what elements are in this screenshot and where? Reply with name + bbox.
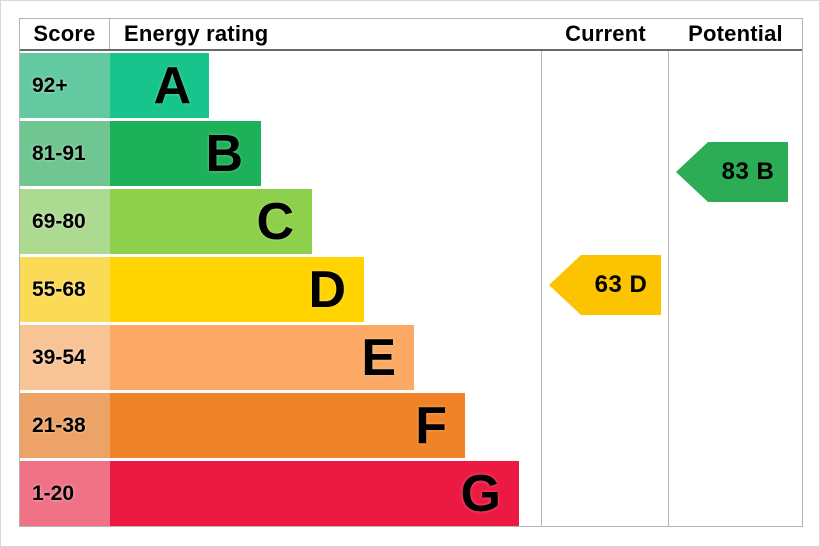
band-row-c: 69-80 C [20,189,802,257]
score-range: 81-91 [20,121,110,186]
band-letter: A [153,56,191,115]
left-arrow-shape [676,142,788,202]
band-letter: C [256,192,294,251]
score-range: 1-20 [20,461,110,526]
band-letter: F [415,396,447,455]
current-column-header: Current [565,21,646,46]
potential-column-divider [668,19,669,526]
rating-bar-d: D [110,257,364,322]
band-rows: 92+ A 81-91 B 69-80 C 55-68 D 39-54 E 21-38 F 1-20 G [20,53,802,529]
energy-rating-column-header: Energy rating [124,21,269,46]
potential-rating-arrow: 83 B [676,142,788,202]
score-range: 55-68 [20,257,110,322]
score-range: 92+ [20,53,110,118]
band-row-b: 81-91 B [20,121,802,189]
score-range: 69-80 [20,189,110,254]
current-rating-label: 63 D [594,271,648,298]
left-arrow-shape [549,255,661,315]
rating-bar-g: G [110,461,519,526]
rating-bar-e: E [110,325,414,390]
score-range: 21-38 [20,393,110,458]
score-range: 39-54 [20,325,110,390]
band-row-a: 92+ A [20,53,802,121]
rating-bar-f: F [110,393,465,458]
score-column-header: Score [20,19,110,49]
rating-bar-a: A [110,53,209,118]
band-letter: E [361,328,396,387]
band-row-d: 55-68 D [20,257,802,325]
band-letter: D [308,260,346,319]
band-row-g: 1-20 G [20,461,802,529]
potential-column-header: Potential [688,21,783,46]
table-header: Score Energy rating Current Potential [20,19,802,51]
band-letter: B [205,124,243,183]
rating-bar-b: B [110,121,261,186]
rating-table: Score Energy rating Current Potential 92… [19,18,803,527]
band-row-f: 21-38 F [20,393,802,461]
current-rating-arrow: 63 D [549,255,661,315]
band-row-e: 39-54 E [20,325,802,393]
current-column-divider [541,19,542,526]
rating-bar-c: C [110,189,312,254]
band-letter: G [460,464,501,523]
potential-rating-label: 83 B [721,158,775,185]
